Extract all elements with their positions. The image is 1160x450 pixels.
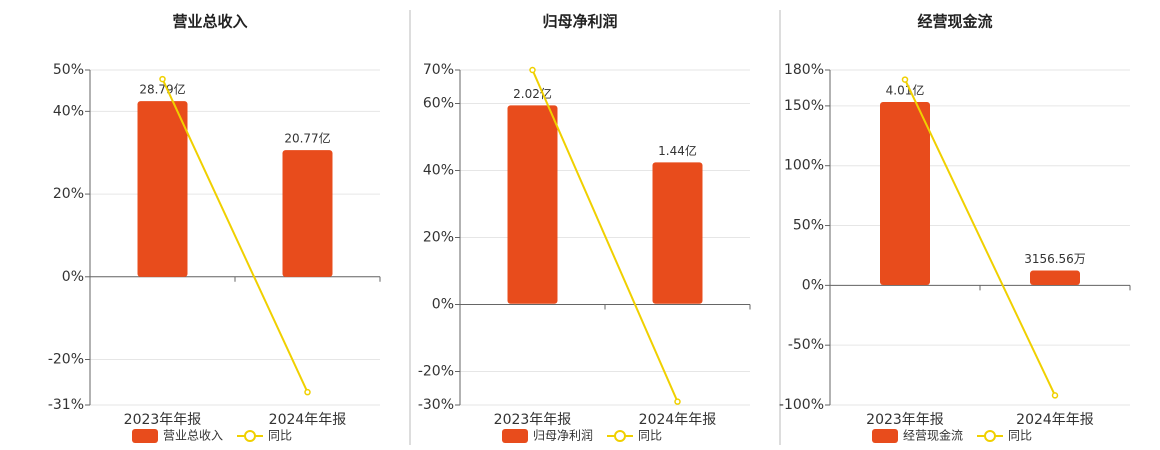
y-tick-label: 0%	[432, 297, 454, 313]
y-tick-label: 20%	[423, 230, 454, 246]
y-tick-label: 0%	[62, 269, 84, 285]
y-tick-label: -50%	[788, 337, 824, 353]
x-tick-label: 2023年年报	[866, 412, 944, 428]
legend-marker	[984, 430, 996, 442]
bar	[880, 101, 930, 285]
bar	[282, 150, 333, 277]
chart-title: 经营现金流	[917, 13, 992, 31]
legend-swatch	[872, 429, 898, 443]
y-tick-label: 20%	[53, 186, 84, 202]
y-tick-label: -31%	[48, 397, 84, 413]
line	[161, 78, 309, 393]
y-tick-label: 150%	[784, 98, 824, 114]
x-tick-label: 2024年年报	[269, 412, 347, 428]
line-point	[901, 76, 909, 83]
legend-marker	[614, 430, 626, 442]
x-tick-label: 2023年年报	[494, 412, 572, 428]
y-tick-label: 40%	[53, 103, 84, 119]
value-label: 20.77亿	[284, 131, 330, 146]
chart-title: 营业总收入	[172, 13, 247, 31]
legend-label: 同比	[638, 429, 662, 443]
y-tick-label: -30%	[418, 397, 454, 413]
bar	[652, 162, 703, 304]
y-tick-label: 50%	[793, 218, 824, 234]
value-label: 3156.56万	[1024, 252, 1086, 266]
y-tick-label: 40%	[423, 163, 454, 179]
y-tick-label: 100%	[784, 158, 824, 174]
x-tick-label: 2024年年报	[1016, 412, 1094, 428]
y-tick-label: -20%	[418, 364, 454, 380]
line-point	[1051, 392, 1059, 399]
y-tick-label: 60%	[423, 96, 454, 112]
bar	[137, 101, 188, 277]
line-point	[529, 66, 536, 74]
legend-label: 经营现金流	[903, 428, 963, 443]
legend-label: 归母净利润	[533, 429, 593, 443]
value-label: 28.79亿	[139, 82, 185, 97]
line-point	[304, 388, 311, 396]
legend-label: 同比	[268, 429, 292, 443]
legend-marker	[244, 430, 256, 442]
legend-label: 营业总收入	[163, 429, 223, 443]
legend-swatch	[502, 429, 528, 443]
value-label: 2.02亿	[513, 86, 552, 101]
x-tick-label: 2023年年报	[124, 412, 202, 428]
y-tick-label: 180%	[784, 62, 824, 78]
line	[904, 79, 1056, 396]
bar	[507, 105, 558, 304]
value-label: 4.01亿	[886, 82, 925, 97]
line	[531, 69, 679, 403]
y-tick-label: 50%	[53, 62, 84, 78]
y-tick-label: 70%	[423, 62, 454, 78]
y-tick-label: -20%	[48, 352, 84, 368]
chart-title: 归母净利润	[542, 13, 617, 31]
legend-swatch	[132, 429, 158, 443]
x-tick-label: 2024年年报	[639, 412, 717, 428]
y-tick-label: -100%	[779, 397, 824, 413]
line-point	[159, 75, 166, 83]
legend-label: 同比	[1008, 429, 1032, 443]
line-point	[674, 398, 681, 405]
y-tick-label: 0%	[802, 277, 824, 293]
value-label: 1.44亿	[658, 143, 697, 158]
bar	[1030, 270, 1080, 285]
